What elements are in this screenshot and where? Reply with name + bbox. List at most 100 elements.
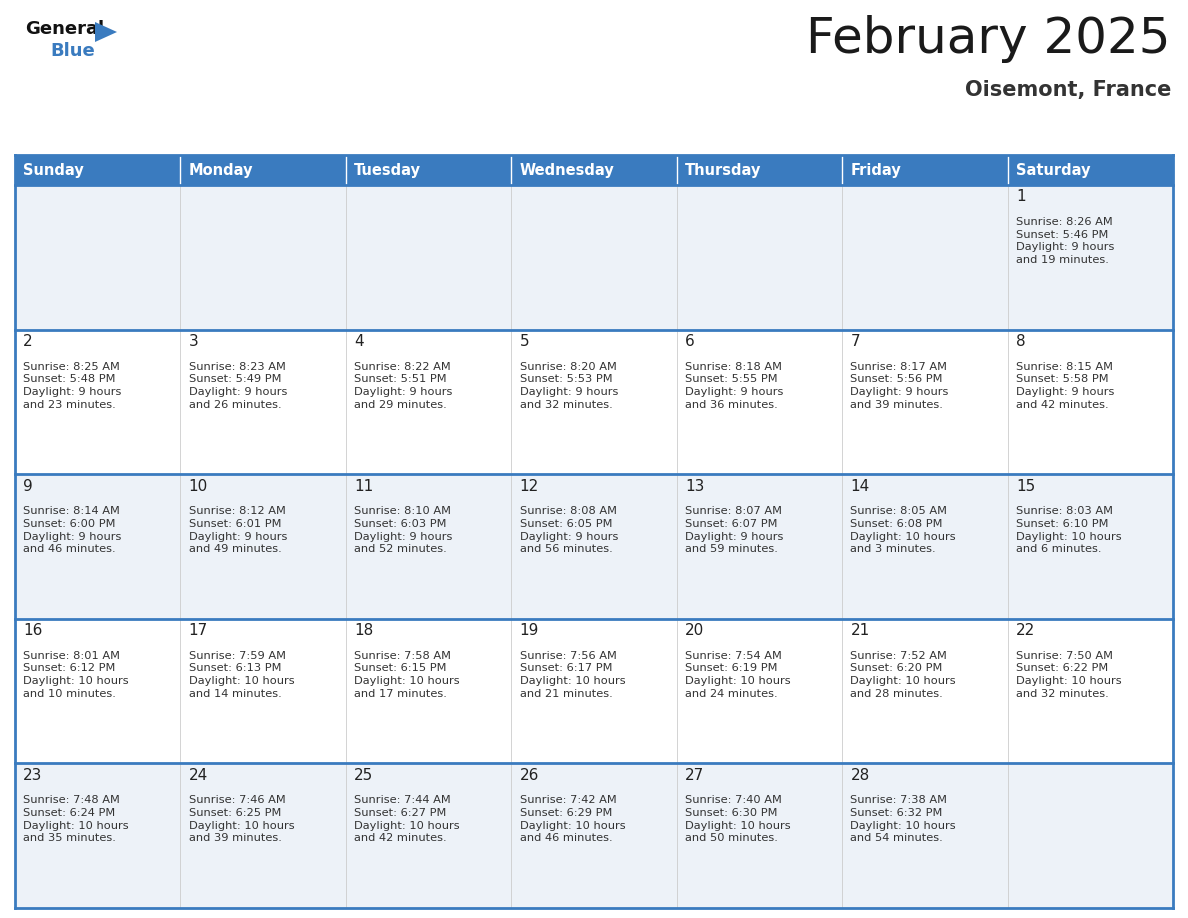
Bar [1007, 619, 1173, 648]
Text: 19: 19 [519, 623, 539, 638]
Text: Sunset: 6:15 PM: Sunset: 6:15 PM [354, 664, 447, 674]
Bar [346, 330, 511, 475]
Bar [842, 619, 1007, 764]
Text: Monday: Monday [189, 162, 253, 177]
Bar [346, 619, 511, 764]
Bar [842, 764, 1007, 908]
Text: and 32 minutes.: and 32 minutes. [1016, 688, 1108, 699]
Text: Sunset: 6:17 PM: Sunset: 6:17 PM [519, 664, 612, 674]
Text: Sunset: 6:00 PM: Sunset: 6:00 PM [24, 519, 115, 529]
Bar [511, 764, 677, 908]
Text: 4: 4 [354, 334, 364, 349]
Text: Sunset: 6:24 PM: Sunset: 6:24 PM [24, 808, 115, 818]
Bar [1007, 619, 1173, 764]
Bar [842, 475, 1007, 503]
Text: Oisemont, France: Oisemont, France [965, 80, 1171, 100]
Text: Sunrise: 8:10 AM: Sunrise: 8:10 AM [354, 506, 451, 516]
Text: Sunrise: 8:08 AM: Sunrise: 8:08 AM [519, 506, 617, 516]
Text: and 21 minutes.: and 21 minutes. [519, 688, 612, 699]
Text: Daylight: 10 hours: Daylight: 10 hours [189, 821, 295, 831]
Text: Daylight: 9 hours: Daylight: 9 hours [1016, 387, 1114, 397]
Bar [842, 330, 1007, 475]
Text: Sunrise: 8:23 AM: Sunrise: 8:23 AM [189, 362, 285, 372]
Bar [346, 475, 511, 619]
Text: 9: 9 [24, 478, 33, 494]
Text: Daylight: 10 hours: Daylight: 10 hours [851, 677, 956, 686]
Text: 2: 2 [24, 334, 33, 349]
Text: Thursday: Thursday [685, 162, 762, 177]
Bar [346, 764, 511, 908]
Text: and 23 minutes.: and 23 minutes. [24, 399, 116, 409]
Bar [181, 185, 346, 330]
Bar [511, 330, 677, 475]
Text: Daylight: 10 hours: Daylight: 10 hours [24, 677, 128, 686]
Text: Sunset: 6:03 PM: Sunset: 6:03 PM [354, 519, 447, 529]
Text: and 36 minutes.: and 36 minutes. [685, 399, 778, 409]
Bar [1007, 764, 1173, 908]
Text: and 56 minutes.: and 56 minutes. [519, 544, 612, 554]
Text: Sunrise: 7:50 AM: Sunrise: 7:50 AM [1016, 651, 1113, 661]
Text: Sunrise: 7:54 AM: Sunrise: 7:54 AM [685, 651, 782, 661]
Bar [1007, 475, 1173, 503]
Text: Daylight: 9 hours: Daylight: 9 hours [685, 387, 783, 397]
Bar [15, 330, 181, 475]
Bar [181, 764, 346, 792]
Text: 23: 23 [24, 767, 43, 783]
Text: and 35 minutes.: and 35 minutes. [24, 834, 116, 844]
Bar [15, 185, 181, 330]
Text: 6: 6 [685, 334, 695, 349]
Text: 5: 5 [519, 334, 529, 349]
Text: Sunset: 6:10 PM: Sunset: 6:10 PM [1016, 519, 1108, 529]
Text: Daylight: 10 hours: Daylight: 10 hours [685, 677, 790, 686]
Text: and 46 minutes.: and 46 minutes. [519, 834, 612, 844]
Text: Daylight: 9 hours: Daylight: 9 hours [685, 532, 783, 542]
Text: Daylight: 9 hours: Daylight: 9 hours [354, 532, 453, 542]
Text: 13: 13 [685, 478, 704, 494]
Text: Sunset: 5:51 PM: Sunset: 5:51 PM [354, 375, 447, 385]
Text: Sunrise: 8:22 AM: Sunrise: 8:22 AM [354, 362, 451, 372]
Bar [677, 155, 842, 185]
Bar [181, 330, 346, 359]
Bar [677, 475, 842, 619]
Text: 28: 28 [851, 767, 870, 783]
Text: 17: 17 [189, 623, 208, 638]
Text: Daylight: 10 hours: Daylight: 10 hours [519, 821, 625, 831]
Text: Sunset: 6:19 PM: Sunset: 6:19 PM [685, 664, 777, 674]
Bar [181, 764, 346, 908]
Text: 11: 11 [354, 478, 373, 494]
Text: Friday: Friday [851, 162, 902, 177]
Bar [181, 475, 346, 619]
Text: 18: 18 [354, 623, 373, 638]
Bar [15, 619, 181, 648]
Text: Daylight: 10 hours: Daylight: 10 hours [685, 821, 790, 831]
Bar [1007, 185, 1173, 330]
Text: Daylight: 9 hours: Daylight: 9 hours [189, 532, 287, 542]
Text: Sunrise: 7:42 AM: Sunrise: 7:42 AM [519, 795, 617, 805]
Text: Sunrise: 8:14 AM: Sunrise: 8:14 AM [24, 506, 120, 516]
Text: Sunset: 6:07 PM: Sunset: 6:07 PM [685, 519, 777, 529]
Bar [842, 330, 1007, 359]
Bar [1007, 330, 1173, 359]
Text: Sunset: 5:48 PM: Sunset: 5:48 PM [24, 375, 115, 385]
Bar [677, 619, 842, 764]
Text: Sunset: 6:20 PM: Sunset: 6:20 PM [851, 664, 943, 674]
Bar [677, 764, 842, 908]
Text: and 59 minutes.: and 59 minutes. [685, 544, 778, 554]
Bar [181, 330, 346, 475]
Text: Sunset: 6:29 PM: Sunset: 6:29 PM [519, 808, 612, 818]
Text: Daylight: 10 hours: Daylight: 10 hours [851, 821, 956, 831]
Text: and 29 minutes.: and 29 minutes. [354, 399, 447, 409]
Bar [677, 619, 842, 648]
Text: 3: 3 [189, 334, 198, 349]
Text: Sunset: 6:01 PM: Sunset: 6:01 PM [189, 519, 282, 529]
Text: Sunset: 6:08 PM: Sunset: 6:08 PM [851, 519, 943, 529]
Text: and 39 minutes.: and 39 minutes. [189, 834, 282, 844]
Bar [346, 155, 511, 185]
Text: and 14 minutes.: and 14 minutes. [189, 688, 282, 699]
Text: and 26 minutes.: and 26 minutes. [189, 399, 282, 409]
Text: Sunrise: 8:07 AM: Sunrise: 8:07 AM [685, 506, 782, 516]
Text: Saturday: Saturday [1016, 162, 1091, 177]
Text: Sunrise: 8:05 AM: Sunrise: 8:05 AM [851, 506, 947, 516]
Bar [511, 475, 677, 619]
Bar [511, 764, 677, 792]
